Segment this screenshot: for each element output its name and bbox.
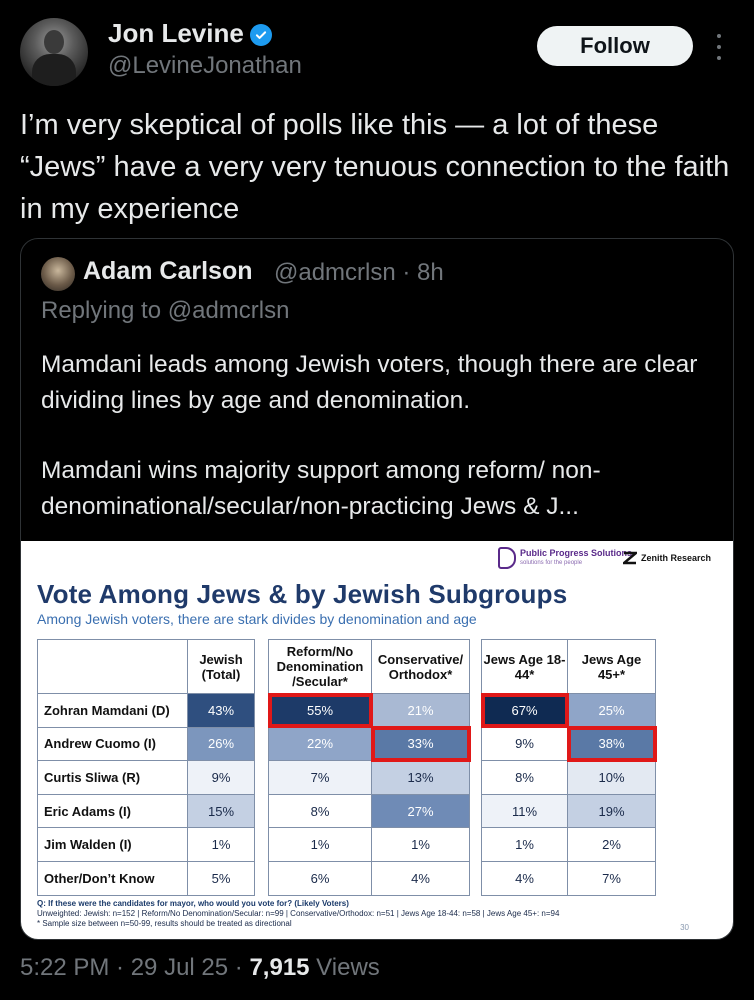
poll-table-denomination: Reform/No Denomination /Secular* Conserv… [267, 639, 471, 896]
table-row: 6% 4% [268, 860, 470, 896]
cell-value: 11% [481, 793, 568, 829]
header-jewish-total: Jewish (Total) [187, 639, 255, 694]
poll-table-total: Jewish (Total) Zohran Mamdani (D) 43% An… [37, 639, 255, 896]
cell-value-highlighted: 67% [480, 692, 569, 729]
cell-value: 22% [268, 726, 372, 762]
poll-image[interactable]: Public Progress Solutions solutions for t… [21, 541, 733, 939]
row-label: Eric Adams (I) [37, 793, 188, 829]
follow-button[interactable]: Follow [537, 26, 693, 66]
author-avatar[interactable] [20, 18, 88, 86]
row-label: Other/Don’t Know [37, 860, 188, 896]
cell-value: 43% [187, 693, 255, 728]
table-row: 8% 10% [481, 760, 656, 795]
row-label: Curtis Sliwa (R) [37, 760, 188, 795]
views-label: Views [309, 954, 380, 981]
tweet-timestamp[interactable]: 5:22 PM · 29 Jul 25 · [20, 954, 250, 981]
cell-value: 25% [567, 693, 656, 728]
author-name[interactable]: Jon Levine [108, 18, 244, 48]
quoted-tweet[interactable]: Adam Carlson @admcrlsn · 8h Replying to … [20, 238, 734, 940]
zenith-research-logo: Zenith Research [623, 551, 711, 565]
header-conservative: Conservative/ Orthodox* [371, 639, 470, 694]
cell-value: 8% [481, 760, 568, 795]
quote-replying-to: Replying to @admcrlsn [41, 297, 290, 324]
table-row: 1% 1% [268, 827, 470, 862]
cell-value: 6% [268, 860, 372, 896]
header-age-18-44: Jews Age 18-44* [481, 639, 568, 694]
table-row: Eric Adams (I) 15% [37, 793, 255, 829]
cell-value: 21% [371, 693, 470, 728]
cell-value: 2% [567, 827, 656, 862]
cell-value: 4% [481, 860, 568, 896]
cell-value: 7% [567, 860, 656, 896]
row-label: Jim Walden (I) [37, 827, 188, 862]
quote-text: Mamdani leads among Jewish voters, thoug… [41, 347, 721, 525]
table-row: 55% 21% [267, 692, 470, 729]
table-row: 67% 25% [480, 692, 656, 729]
cell-value: 19% [567, 793, 656, 829]
tweet-text: I’m very skeptical of polls like this — … [20, 109, 730, 225]
quote-text-paragraph-2: Mamdani wins majority support among refo… [41, 457, 601, 520]
table-row: Andrew Cuomo (I) 26% [37, 726, 255, 762]
table-row: 11% 19% [481, 793, 656, 829]
blank-header [37, 639, 188, 694]
cell-value: 4% [371, 860, 470, 896]
table-row: Zohran Mamdani (D) 43% [37, 693, 255, 728]
poll-title: Vote Among Jews & by Jewish Subgroups [37, 579, 568, 609]
cell-value: 26% [187, 726, 255, 762]
cell-value: 10% [567, 760, 656, 795]
cell-value: 1% [481, 827, 568, 862]
poll-subtitle: Among Jewish voters, there are stark div… [37, 611, 477, 627]
cell-value-highlighted: 38% [566, 726, 657, 762]
cell-value-highlighted: 33% [370, 726, 471, 762]
public-progress-logo: Public Progress Solutions solutions for t… [498, 547, 632, 569]
poll-page-number: 30 [680, 923, 689, 932]
quote-author-handle: @admcrlsn · 8h [274, 259, 444, 286]
quote-text-paragraph-1: Mamdani leads among Jewish voters, thoug… [41, 351, 698, 414]
cell-value: 15% [187, 793, 255, 829]
views-count: 7,915 [249, 954, 310, 981]
tweet-header: Jon Levine @LevineJonathan Follow [0, 0, 754, 96]
row-label: Andrew Cuomo (I) [37, 726, 188, 762]
table-row: Other/Don’t Know 5% [37, 860, 255, 896]
table-row: 1% 2% [481, 827, 656, 862]
poll-footnote: Q: If these were the candidates for mayo… [37, 899, 560, 928]
table-row: 7% 13% [268, 760, 470, 795]
cell-value: 1% [187, 827, 255, 862]
cell-value: 1% [371, 827, 470, 862]
author-handle[interactable]: @LevineJonathan [108, 52, 302, 79]
tweet-meta: 5:22 PM · 29 Jul 25 · 7,915 Views [20, 954, 380, 982]
cell-value: 9% [481, 726, 568, 762]
verified-badge-icon [250, 24, 272, 46]
table-row: 8% 27% [268, 793, 470, 829]
cell-value: 13% [371, 760, 470, 795]
table-row: Curtis Sliwa (R) 9% [37, 760, 255, 795]
poll-table-age: Jews Age 18-44* Jews Age 45+* 67% 25% 9%… [480, 639, 657, 896]
more-options-icon[interactable] [712, 34, 726, 60]
table-row: 22% 33% [268, 726, 471, 762]
table-row: 9% 38% [481, 726, 657, 762]
header-reform: Reform/No Denomination /Secular* [268, 639, 372, 694]
cell-value: 8% [268, 793, 372, 829]
cell-value: 27% [371, 793, 470, 829]
table-row: 4% 7% [481, 860, 656, 896]
quote-author-name: Adam Carlson [83, 257, 253, 285]
header-age-45-plus: Jews Age 45+* [567, 639, 656, 694]
cell-value-highlighted: 55% [267, 692, 373, 729]
row-label: Zohran Mamdani (D) [37, 693, 188, 728]
cell-value: 7% [268, 760, 372, 795]
table-row: Jim Walden (I) 1% [37, 827, 255, 862]
quote-author-avatar [41, 257, 75, 291]
cell-value: 1% [268, 827, 372, 862]
cell-value: 5% [187, 860, 255, 896]
cell-value: 9% [187, 760, 255, 795]
